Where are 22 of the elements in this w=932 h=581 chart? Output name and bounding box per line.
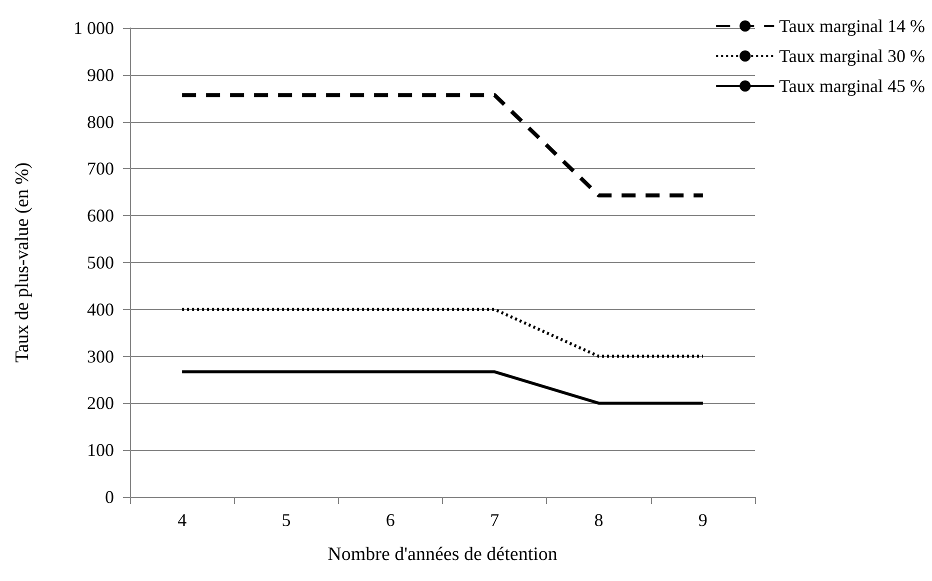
y-tick-label: 0 (105, 487, 114, 507)
x-tick-label: 6 (386, 510, 395, 530)
legend-label: Taux marginal 14 % (779, 16, 926, 36)
y-tick-label: 100 (87, 440, 114, 460)
x-tick-label: 7 (490, 510, 500, 530)
y-axis-title: Taux de plus-value (en %) (12, 162, 33, 363)
y-tick-label: 400 (87, 299, 114, 320)
y-tick-label: 200 (87, 393, 114, 414)
x-axis-title: Nombre d'années de détention (328, 544, 558, 565)
y-tick-label: 900 (87, 64, 114, 85)
legend-label: Taux marginal 30 % (779, 46, 926, 66)
x-tick-label: 9 (698, 510, 708, 530)
legend-label: Taux marginal 45 % (779, 76, 926, 96)
y-tick-label: 600 (87, 206, 114, 226)
x-tick-label: 8 (594, 510, 604, 530)
y-tick-label: 500 (87, 252, 114, 272)
y-tick-label: 700 (87, 158, 114, 179)
y-tick-label: 1 000 (74, 18, 114, 38)
y-tick-label: 800 (87, 112, 114, 132)
x-tick-label: 5 (282, 510, 291, 530)
y-tick-label: 300 (87, 346, 114, 366)
x-tick-label: 4 (178, 510, 187, 530)
